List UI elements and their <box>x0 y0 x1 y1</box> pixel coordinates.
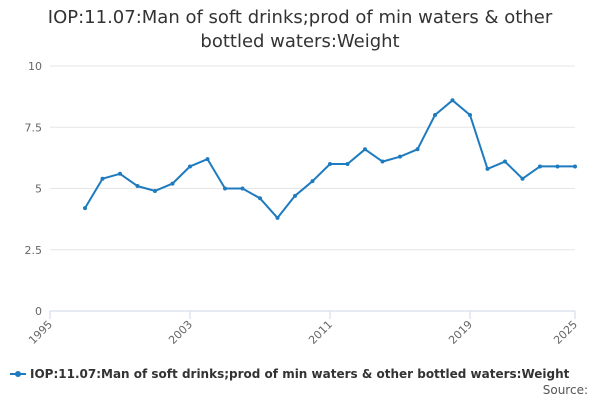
legend-label: IOP:11.07:Man of soft drinks;prod of min… <box>30 367 570 381</box>
legend-dot <box>15 371 21 377</box>
data-point[interactable] <box>555 164 560 169</box>
series-layer <box>83 98 577 220</box>
y-tick-label: 7.5 <box>25 121 43 134</box>
data-point[interactable] <box>170 181 175 186</box>
y-tick-label: 5 <box>35 183 42 196</box>
data-point[interactable] <box>205 157 210 162</box>
data-point[interactable] <box>363 147 367 152</box>
x-tick-labels: 1995 2003 2011 2019 2025 <box>26 318 580 347</box>
data-point[interactable] <box>258 196 262 201</box>
grid-lines <box>50 65 575 251</box>
y-tick-label: 10 <box>28 60 42 73</box>
data-point[interactable] <box>450 98 455 103</box>
data-point[interactable] <box>118 171 122 176</box>
data-point[interactable] <box>153 188 157 193</box>
series-line[interactable] <box>84 99 575 219</box>
x-tick-label: 2003 <box>166 318 195 347</box>
data-point[interactable] <box>83 206 87 211</box>
data-point[interactable] <box>328 162 332 166</box>
x-tick-label: 2025 <box>551 318 580 347</box>
data-point[interactable] <box>310 179 315 184</box>
data-point[interactable] <box>538 164 542 169</box>
data-point[interactable] <box>100 176 105 181</box>
legend-line-marker-icon <box>10 369 26 379</box>
y-tick-label: 0 <box>35 305 42 318</box>
source-label: Source: <box>542 383 588 397</box>
x-tick-label: 2011 <box>306 318 335 347</box>
legend-item[interactable]: IOP:11.07:Man of soft drinks;prod of min… <box>10 366 569 382</box>
x-axis <box>49 310 576 319</box>
chart-title: IOP:11.07:Man of soft drinks;prod of min… <box>47 7 553 52</box>
data-point[interactable] <box>380 159 385 164</box>
data-point[interactable] <box>293 193 297 198</box>
data-point[interactable] <box>135 184 140 189</box>
data-point[interactable] <box>503 159 507 164</box>
data-point[interactable] <box>188 164 192 169</box>
y-tick-labels: 0 2.5 5 7.5 10 <box>25 60 43 318</box>
data-point[interactable] <box>345 162 350 166</box>
data-point[interactable] <box>485 166 490 171</box>
data-point[interactable] <box>468 113 472 117</box>
data-point[interactable] <box>275 215 280 220</box>
data-point[interactable] <box>398 154 402 159</box>
x-tick-label: 2019 <box>446 318 475 347</box>
y-tick-label: 2.5 <box>25 244 43 257</box>
x-tick-label: 1995 <box>26 318 55 347</box>
data-point[interactable] <box>240 186 245 191</box>
data-point[interactable] <box>573 164 577 169</box>
data-point[interactable] <box>223 186 227 191</box>
data-point[interactable] <box>433 113 437 117</box>
data-point[interactable] <box>415 147 420 152</box>
data-point[interactable] <box>520 176 525 181</box>
